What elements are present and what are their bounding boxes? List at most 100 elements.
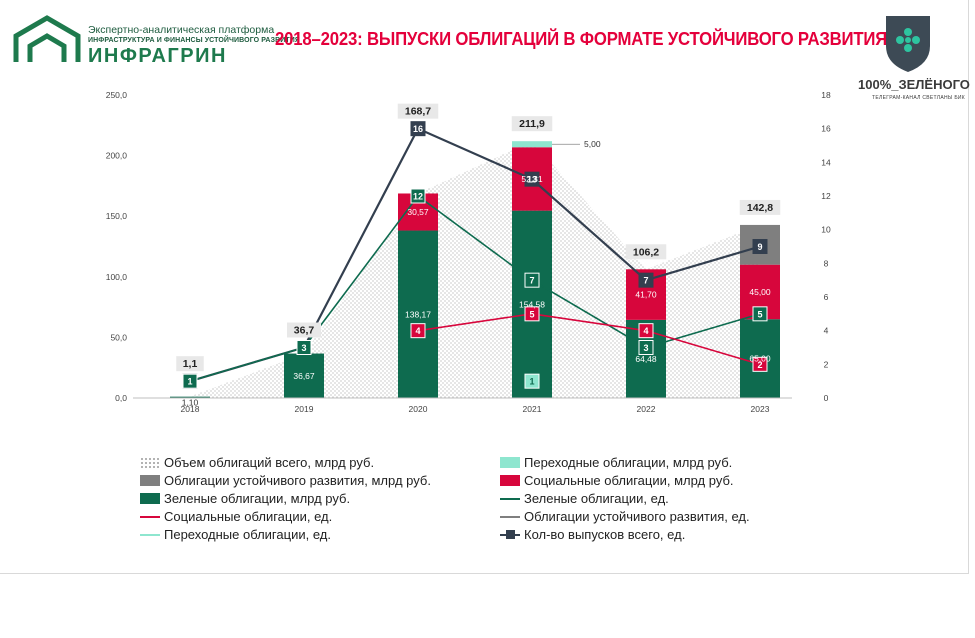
legend-line-swatch	[500, 497, 520, 500]
brand-subtitle-caps: ИНФРАСТРУКТУРА И ФИНАНСЫ УСТОЙЧИВОГО РАЗ…	[88, 37, 300, 44]
count-value-label: 7	[529, 276, 534, 286]
total-value-box	[176, 356, 204, 372]
social-count-line	[417, 313, 761, 366]
legend-line-swatch	[140, 533, 160, 536]
legend-item: Зеленые облигации, ед.	[500, 491, 669, 506]
bar-value-label: 65,00	[749, 354, 771, 364]
total-count-line-marker	[410, 121, 426, 137]
social-count-line-marker	[638, 323, 654, 339]
total-value-label: 211,9	[519, 118, 545, 130]
legend-line-marker-swatch	[500, 529, 520, 539]
total-count-line-marker	[524, 171, 540, 187]
total-value-label: 106,2	[633, 246, 659, 258]
y-left-tick-label: 0,0	[115, 393, 127, 403]
count-value-label: 3	[301, 343, 306, 353]
bar-value-label: 52,31	[521, 174, 543, 184]
y-right-tick-label: 18	[821, 90, 831, 100]
x-tick-label: 2023	[751, 404, 770, 414]
bond-issues-chart: 13161379131273545421 2018201920202021202…	[106, 90, 831, 414]
count-value-label: 1	[187, 377, 192, 387]
legend-item: Объем облигаций всего, млрд руб.	[140, 455, 374, 470]
social-count-line-marker	[752, 356, 768, 372]
count-value-label: 7	[643, 276, 648, 286]
legend-label: Социальные облигации, млрд руб.	[524, 473, 734, 488]
green-channel-sub: ТЕЛЕГРАМ-КАНАЛ СВЕТЛАНЫ БИК	[872, 95, 966, 101]
legend-label: Кол-во выпусков всего, ед.	[524, 527, 686, 542]
total-count-line-marker	[752, 239, 768, 254]
total-count-line-marker	[638, 272, 654, 288]
green-count-line-marker	[296, 340, 312, 355]
legend-box-swatch	[500, 457, 520, 468]
legend-item: Облигации устойчивого развития, ед.	[500, 509, 750, 524]
legend-item: Облигации устойчивого развития, млрд руб…	[140, 473, 431, 488]
count-value-label: 5	[757, 309, 762, 319]
y-right-tick-label: 8	[824, 258, 829, 268]
bar-value-label: 41,70	[635, 290, 657, 300]
x-tick-label: 2020	[409, 404, 428, 414]
green-count-line-marker	[752, 306, 768, 322]
count-value-label: 5	[529, 309, 534, 319]
legend-label: Объем облигаций всего, млрд руб.	[164, 455, 375, 470]
bar-value-label: 1,10	[182, 397, 199, 407]
bar-value-label: 154,58	[519, 299, 545, 309]
legend-label: Облигации устойчивого развития, ед.	[524, 509, 750, 524]
brand-name: ИНФРАГРИН	[88, 45, 227, 67]
legend-item: Зеленые облигации, млрд руб.	[140, 491, 350, 506]
infragreen-logo-icon	[12, 14, 82, 66]
bar-value-label: 138,17	[405, 309, 431, 319]
total-value-label: 142,8	[747, 202, 773, 214]
total-value-label: 36,7	[294, 325, 315, 337]
brand-subtitle: Экспертно-аналитическая платформа	[88, 24, 275, 36]
transition-bond-bar	[512, 141, 552, 148]
x-tick-label: 2022	[637, 404, 656, 414]
green-bond-bar	[512, 210, 552, 398]
bar-value-label: 45,00	[749, 287, 771, 297]
transition-count-line-marker	[524, 373, 540, 389]
count-value-label: 3	[643, 343, 648, 353]
x-tick-label: 2018	[181, 404, 200, 414]
social-count-line-marker	[410, 323, 426, 339]
legend-item: Социальные облигации, млрд руб.	[500, 473, 734, 488]
total-value-label: 1,1	[183, 358, 198, 370]
count-value-label: 16	[413, 124, 423, 134]
green-bond-bar	[170, 396, 210, 398]
green-count-line-marker	[638, 340, 654, 355]
total-value-box	[397, 103, 439, 119]
legend-line-swatch	[500, 515, 520, 518]
social-count-line-marker	[524, 306, 540, 322]
chart-card: Экспертно-аналитическая платформа ИНФРАС…	[0, 0, 970, 574]
legend-box-swatch	[140, 475, 160, 486]
y-right-tick-label: 16	[821, 124, 831, 134]
green-count-line	[189, 194, 761, 382]
count-value-label: 4	[415, 326, 420, 336]
green-count-line-marker	[524, 272, 540, 288]
bar-value-label: 36,67	[293, 371, 315, 381]
y-left-tick-label: 250,0	[106, 90, 128, 100]
green-count-line-marker	[182, 373, 198, 389]
legend-item: Социальные облигации, ед.	[140, 509, 332, 524]
count-value-label: 4	[643, 326, 648, 336]
y-right-tick-label: 4	[824, 326, 829, 336]
x-tick-label: 2021	[523, 404, 542, 414]
legend-box-swatch	[500, 475, 520, 486]
legend-label: Переходные облигации, ед.	[164, 527, 331, 542]
legend-line-swatch	[140, 515, 160, 518]
y-left-tick-label: 200,0	[106, 151, 128, 161]
y-right-tick-label: 6	[824, 292, 829, 302]
green-channel-label: 100%_ЗЕЛЁНОГО	[858, 77, 970, 92]
total-value-box	[625, 244, 667, 260]
legend-label: Облигации устойчивого развития, млрд руб…	[164, 473, 431, 488]
total-volume-area	[190, 141, 760, 399]
y-right-tick-label: 14	[821, 157, 831, 167]
y-right-tick-label: 12	[821, 191, 831, 201]
green-count-line-marker	[410, 188, 426, 204]
y-right-tick-label: 10	[821, 225, 831, 235]
legend-label: Зеленые облигации, ед.	[524, 491, 669, 506]
count-value-label: 2	[757, 360, 762, 370]
page-title: 2018–2023: ВЫПУСКИ ОБЛИГАЦИЙ В ФОРМАТЕ У…	[275, 29, 888, 49]
legend-item: Кол-во выпусков всего, ед.	[500, 527, 685, 542]
total-value-label: 168,7	[405, 106, 431, 118]
bar-value-label: 64,48	[635, 354, 657, 364]
y-right-tick-label: 0	[824, 393, 829, 403]
green-shield-icon	[882, 12, 934, 74]
